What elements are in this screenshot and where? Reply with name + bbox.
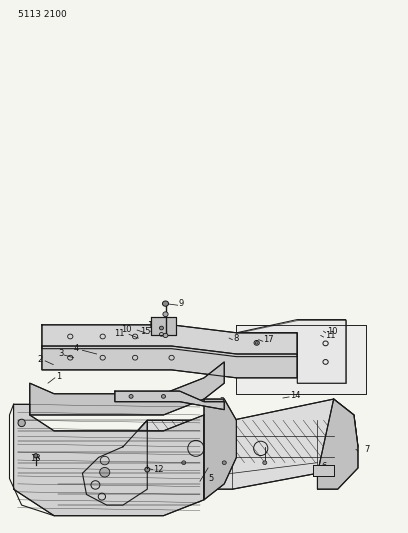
Text: 15: 15: [140, 327, 151, 336]
Polygon shape: [151, 317, 175, 335]
Ellipse shape: [222, 461, 226, 465]
Text: 5: 5: [208, 474, 213, 483]
Text: 2: 2: [38, 356, 43, 365]
Ellipse shape: [145, 467, 150, 472]
Text: 1: 1: [56, 372, 61, 381]
Ellipse shape: [34, 454, 38, 458]
Ellipse shape: [160, 326, 164, 330]
Text: 10: 10: [327, 327, 337, 336]
Text: 4: 4: [73, 344, 79, 353]
Polygon shape: [204, 399, 236, 500]
Polygon shape: [42, 346, 297, 378]
Text: 11: 11: [114, 329, 124, 338]
Polygon shape: [13, 405, 204, 516]
Ellipse shape: [162, 301, 169, 306]
Text: 12: 12: [153, 465, 164, 473]
Text: 13: 13: [31, 454, 41, 463]
Polygon shape: [82, 420, 147, 505]
Ellipse shape: [129, 394, 133, 398]
Polygon shape: [30, 362, 224, 415]
Ellipse shape: [182, 461, 186, 465]
Text: 2: 2: [220, 397, 225, 406]
Polygon shape: [115, 391, 224, 410]
Ellipse shape: [263, 461, 267, 465]
Polygon shape: [236, 319, 346, 383]
Text: 5113 2100: 5113 2100: [18, 10, 67, 19]
Text: 14: 14: [290, 391, 300, 400]
Text: 9: 9: [179, 299, 184, 308]
Text: 6: 6: [322, 463, 327, 471]
Text: 17: 17: [264, 335, 274, 344]
Ellipse shape: [162, 394, 166, 398]
Ellipse shape: [255, 342, 258, 344]
Ellipse shape: [163, 333, 168, 337]
Text: 7: 7: [364, 445, 369, 454]
Text: 11: 11: [325, 331, 335, 340]
Polygon shape: [313, 465, 334, 476]
Polygon shape: [317, 399, 358, 489]
Polygon shape: [42, 325, 297, 357]
Text: 16: 16: [147, 321, 158, 330]
Ellipse shape: [18, 419, 25, 426]
Text: 10: 10: [121, 325, 131, 334]
Polygon shape: [236, 325, 366, 394]
Text: 3: 3: [58, 350, 64, 359]
Ellipse shape: [100, 467, 110, 477]
Ellipse shape: [163, 312, 168, 317]
Polygon shape: [123, 399, 358, 489]
Text: 8: 8: [234, 334, 239, 343]
